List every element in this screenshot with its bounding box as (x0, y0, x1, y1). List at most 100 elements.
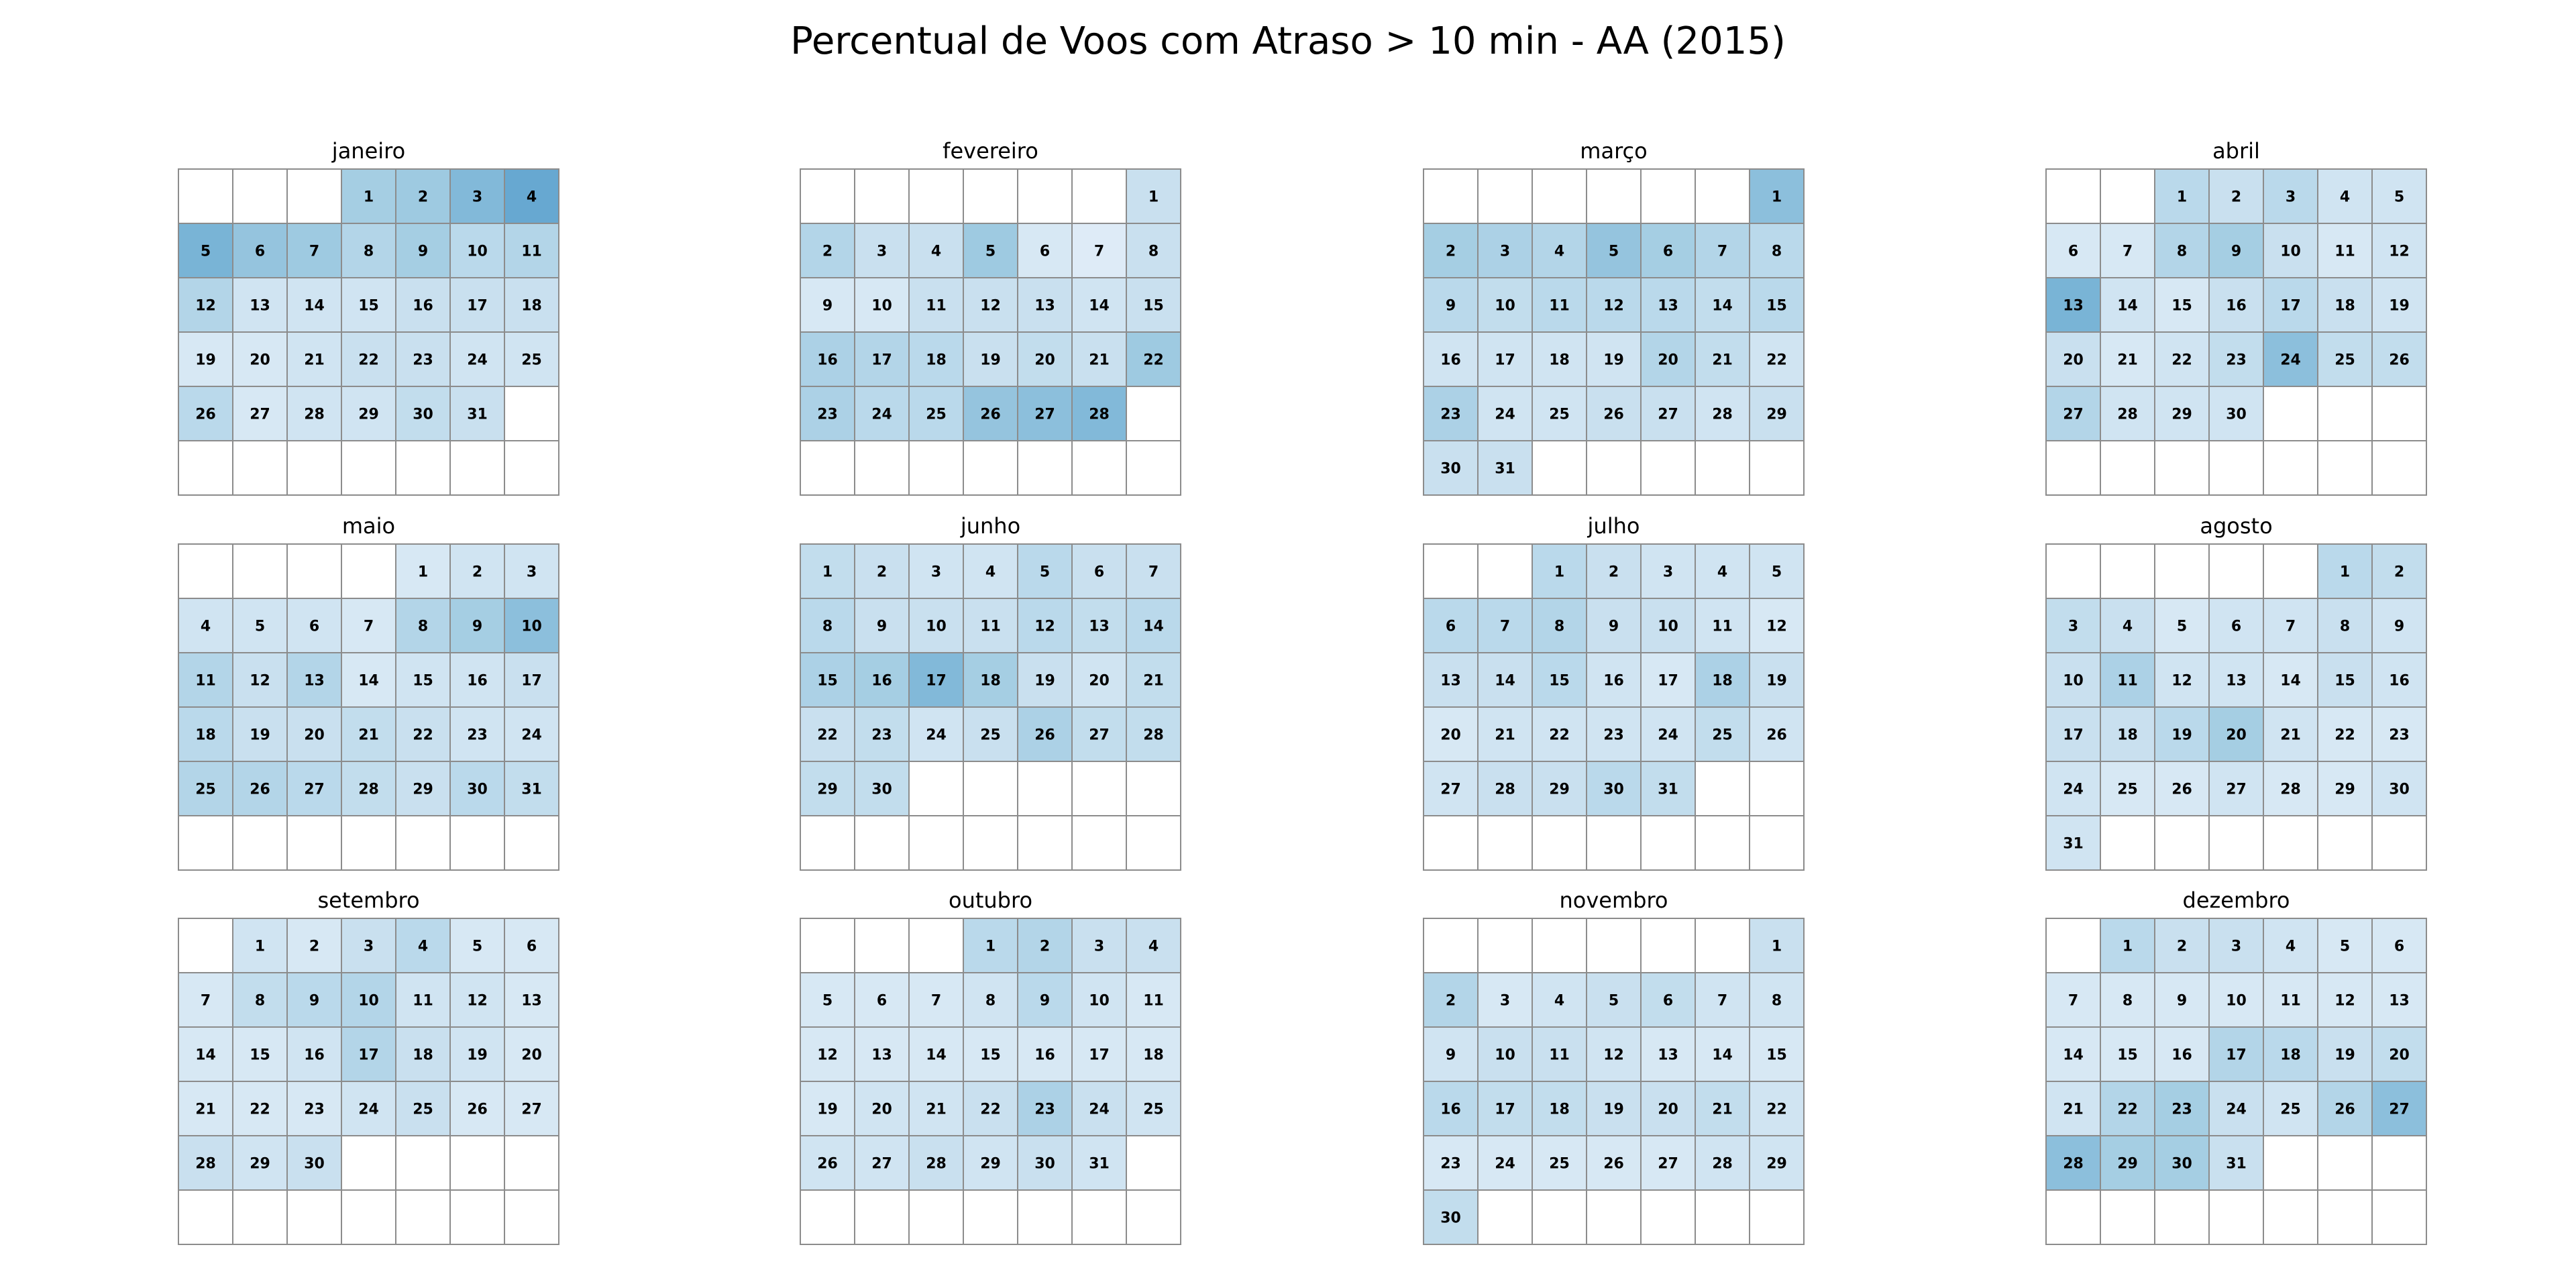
empty-cell (1532, 1189, 1587, 1245)
empty-cell (2317, 815, 2373, 871)
day-cell (1126, 1026, 1181, 1082)
day-cell (178, 331, 233, 387)
day-label: 6 (1040, 244, 1050, 260)
day-label: 27 (304, 782, 325, 798)
day-cell (1423, 652, 1479, 708)
day-label: 20 (1034, 352, 1055, 369)
day-label: 17 (2226, 1047, 2247, 1064)
empty-cell (1749, 761, 1805, 816)
day-cell (2208, 223, 2264, 278)
day-cell (908, 1026, 964, 1082)
day-cell (504, 706, 559, 762)
day-label: 20 (2389, 1047, 2410, 1064)
empty-cell (449, 1135, 505, 1191)
day-label: 2 (2177, 938, 2187, 955)
day-label: 30 (1034, 1156, 1055, 1173)
day-label: 21 (1712, 352, 1733, 369)
day-cell (232, 972, 288, 1028)
day-cell (1126, 706, 1181, 762)
day-cell (395, 543, 451, 599)
day-label: 22 (2334, 727, 2355, 744)
day-label: 23 (1603, 727, 1624, 744)
empty-cell (395, 1189, 451, 1245)
day-cell (341, 761, 396, 816)
empty-cell (1017, 815, 1073, 871)
day-cell (1532, 543, 1587, 599)
empty-cell (1477, 918, 1533, 973)
day-label: 4 (2340, 189, 2350, 206)
day-label: 20 (521, 1047, 542, 1064)
day-label: 23 (304, 1102, 325, 1118)
day-label: 16 (2226, 298, 2247, 315)
day-label: 6 (877, 993, 887, 1010)
day-label: 8 (1148, 244, 1159, 260)
day-label: 17 (521, 673, 542, 690)
day-cell (1586, 972, 1642, 1028)
day-label: 29 (980, 1156, 1001, 1173)
day-cell (178, 1081, 233, 1136)
day-label: 8 (1772, 244, 1782, 260)
day-label: 11 (980, 619, 1001, 635)
empty-cell (504, 1135, 559, 1191)
day-cell (504, 1026, 559, 1082)
day-cell (1695, 1135, 1750, 1191)
empty-cell (286, 1189, 342, 1245)
day-label: 22 (250, 1102, 270, 1118)
empty-cell (2371, 1189, 2427, 1245)
day-cell (1423, 972, 1479, 1028)
day-label: 19 (1766, 673, 1787, 690)
day-label: 8 (1772, 993, 1782, 1010)
day-label: 27 (2063, 407, 2084, 423)
day-label: 27 (1658, 407, 1678, 423)
day-label: 12 (1603, 1047, 1624, 1064)
day-label: 28 (2280, 782, 2301, 798)
day-label: 12 (195, 298, 216, 315)
day-cell (1017, 918, 1073, 973)
empty-cell (504, 440, 559, 496)
day-cell (2045, 1026, 2101, 1082)
empty-cell (1017, 1189, 1073, 1245)
day-label: 20 (2063, 352, 2084, 369)
day-label: 26 (2389, 352, 2410, 369)
day-label: 2 (877, 564, 887, 581)
day-cell (2100, 1026, 2155, 1082)
day-label: 31 (2226, 1156, 2247, 1173)
day-cell (286, 1081, 342, 1136)
empty-cell (1695, 440, 1750, 496)
day-cell (1126, 543, 1181, 599)
day-cell (1477, 1081, 1533, 1136)
day-label: 1 (1148, 189, 1159, 206)
day-label: 15 (413, 673, 433, 690)
day-label: 6 (2231, 619, 2241, 635)
empty-cell (1477, 1189, 1533, 1245)
day-label: 24 (1495, 1156, 1515, 1173)
day-label: 2 (2394, 564, 2404, 581)
day-cell (178, 386, 233, 441)
empty-cell (449, 440, 505, 496)
day-cell (1640, 1026, 1696, 1082)
day-label: 7 (2068, 993, 2078, 1010)
day-label: 28 (2063, 1156, 2084, 1173)
day-cell (286, 277, 342, 333)
day-cell (2317, 277, 2373, 333)
day-label: 19 (2171, 727, 2192, 744)
day-label: 18 (413, 1047, 433, 1064)
empty-cell (800, 440, 855, 496)
day-label: 16 (817, 352, 838, 369)
day-label: 26 (2334, 1102, 2355, 1118)
day-label: 28 (926, 1156, 947, 1173)
day-label: 5 (1609, 993, 1619, 1010)
day-label: 9 (418, 244, 428, 260)
day-label: 25 (413, 1102, 433, 1118)
day-label: 6 (1094, 564, 1104, 581)
empty-cell (2100, 440, 2155, 496)
day-label: 16 (871, 673, 892, 690)
day-cell (2371, 652, 2427, 708)
empty-cell (2263, 815, 2318, 871)
day-label: 26 (1034, 727, 1055, 744)
empty-cell (1640, 1189, 1696, 1245)
day-label: 28 (195, 1156, 216, 1173)
day-label: 21 (195, 1102, 216, 1118)
day-label: 22 (413, 727, 433, 744)
